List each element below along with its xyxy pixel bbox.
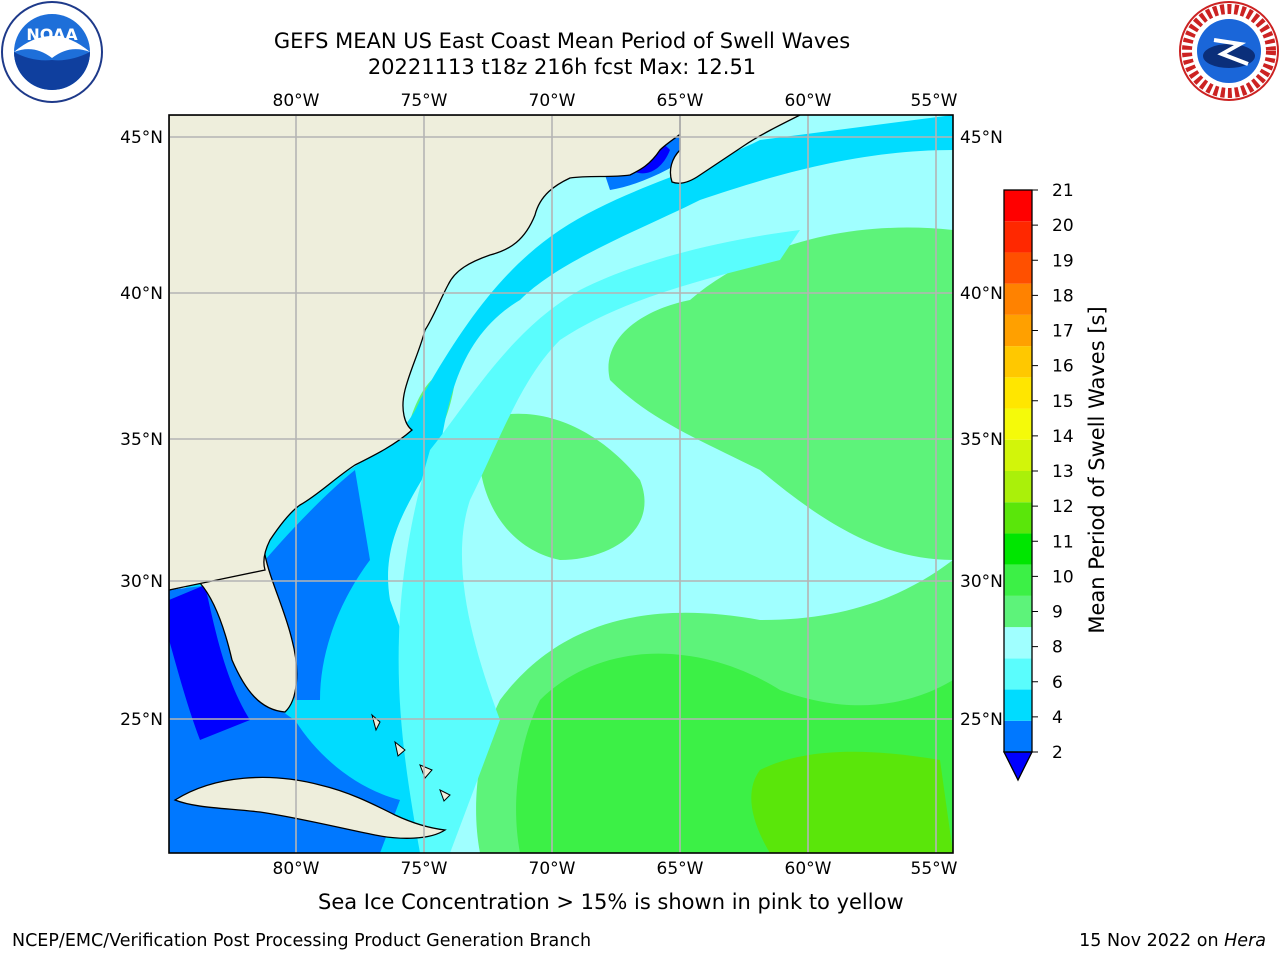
footer-date-text: 15 Nov 2022 on xyxy=(1079,931,1219,951)
graticule xyxy=(169,115,953,853)
colorbar-band xyxy=(1004,346,1032,378)
lon-labels-bottom: 80°W 75°W 70°W 65°W 60°W 55°W xyxy=(273,859,958,879)
lat-label: 35°N xyxy=(120,430,163,450)
lat-label: 30°N xyxy=(120,572,163,592)
colorbar-tick-label: 12 xyxy=(1052,497,1074,517)
lat-labels-right: 45°N 40°N 35°N 30°N 25°N xyxy=(960,128,1003,730)
lat-label: 25°N xyxy=(960,710,1003,730)
colorbar-tick-labels: 2 4 6 8 9 10 11 12 13 14 15 16 17 18 19 20 21 xyxy=(1032,181,1074,763)
colorbar-tick-label: 21 xyxy=(1052,181,1074,201)
land-bahamas xyxy=(371,713,451,802)
field-green-northeast xyxy=(608,227,953,560)
noaa-logo: NOAA xyxy=(1,1,103,103)
colorbar-band xyxy=(1004,627,1032,659)
footer-credit: NCEP/EMC/Verification Post Processing Pr… xyxy=(12,931,592,951)
colorbar-band xyxy=(1004,689,1032,721)
land-cuba xyxy=(173,776,447,839)
colorbar-band xyxy=(1004,190,1032,222)
colorbar-band xyxy=(1004,533,1032,565)
colorbar-tick-label: 8 xyxy=(1052,638,1063,658)
colorbar-tick-label: 20 xyxy=(1052,216,1074,236)
map-panel xyxy=(169,115,953,853)
colorbar-tick-label: 4 xyxy=(1052,708,1063,728)
field-lime-hotspot xyxy=(751,751,953,853)
svg-text:NOAA: NOAA xyxy=(26,25,78,44)
colorbar-band xyxy=(1004,502,1032,534)
field-deep-blue-gulf xyxy=(169,585,250,740)
lon-label: 80°W xyxy=(273,859,320,879)
lon-label: 65°W xyxy=(657,859,704,879)
colorbar-tick-label: 19 xyxy=(1052,251,1074,271)
colorbar-band xyxy=(1004,283,1032,315)
map-subtitle-run-info: 20221113 t18z 216h fcst Max: 12.51 xyxy=(367,55,757,79)
lat-label: 35°N xyxy=(960,430,1003,450)
colorbar-tick-label: 2 xyxy=(1052,743,1063,763)
land-nova-scotia xyxy=(669,115,801,184)
colorbar-band xyxy=(1004,439,1032,471)
map-title: GEFS MEAN US East Coast Mean Period of S… xyxy=(273,29,851,53)
lat-label: 30°N xyxy=(960,572,1003,592)
lat-label: 40°N xyxy=(960,284,1003,304)
footer-host: Hera xyxy=(1224,931,1266,951)
colorbar-band xyxy=(1004,408,1032,440)
colorbar-tick-label: 9 xyxy=(1052,603,1063,623)
colorbar-band xyxy=(1004,595,1032,628)
field-cyan-coastal xyxy=(169,115,953,853)
field-cyan-shelf xyxy=(398,230,800,853)
lon-label: 65°W xyxy=(657,91,704,111)
lon-label: 60°W xyxy=(785,859,832,879)
colorbar-tick-label: 17 xyxy=(1052,322,1074,342)
colorbar-band xyxy=(1004,471,1032,503)
colorbar-tick-label: 16 xyxy=(1052,357,1074,377)
map-frame xyxy=(168,114,954,854)
footer-date: 15 Nov 2022 on Hera xyxy=(1079,931,1266,951)
colorbar-band xyxy=(1004,221,1032,253)
colorbar-under-arrow xyxy=(1002,751,1034,782)
colorbar-band xyxy=(1004,252,1032,284)
lat-label: 45°N xyxy=(120,128,163,148)
colorbar-tick-label: 11 xyxy=(1052,532,1074,552)
colorbar xyxy=(1002,189,1034,782)
lon-label: 60°W xyxy=(785,91,832,111)
colorbar-band xyxy=(1004,314,1032,347)
lat-label: 25°N xyxy=(120,710,163,730)
colorbar-tick-label: 13 xyxy=(1052,462,1074,482)
lat-label: 45°N xyxy=(960,128,1003,148)
colorbar-title: Mean Period of Swell Waves [s] xyxy=(1085,306,1109,634)
lon-label: 75°W xyxy=(401,859,448,879)
land-north-america xyxy=(169,115,701,591)
colorbar-tick-label: 14 xyxy=(1052,427,1074,447)
colorbar-tick-label: 10 xyxy=(1052,567,1074,587)
colorbar-band xyxy=(1004,658,1032,690)
lon-label: 70°W xyxy=(529,91,576,111)
lon-label: 80°W xyxy=(273,91,320,111)
colorbar-band xyxy=(1004,377,1032,409)
lon-label: 70°W xyxy=(529,859,576,879)
colorbar-tick-label: 6 xyxy=(1052,673,1063,693)
lat-label: 40°N xyxy=(120,284,163,304)
colorbar-band xyxy=(1004,720,1032,752)
field-green-central xyxy=(478,413,645,560)
national-weather-service-logo xyxy=(1179,1,1279,101)
colorbar-band xyxy=(1004,564,1032,596)
lon-label: 55°W xyxy=(911,91,958,111)
lon-label: 75°W xyxy=(401,91,448,111)
colorbar-tick-label: 15 xyxy=(1052,392,1074,412)
colorbar-tick-label: 18 xyxy=(1052,286,1074,306)
lon-labels-top: 80°W 75°W 70°W 65°W 60°W 55°W xyxy=(273,91,958,111)
lat-labels-left: 45°N 40°N 35°N 30°N 25°N xyxy=(120,128,163,730)
lon-label: 55°W xyxy=(911,859,958,879)
sea-ice-note: Sea Ice Concentration > 15% is shown in … xyxy=(318,890,904,914)
